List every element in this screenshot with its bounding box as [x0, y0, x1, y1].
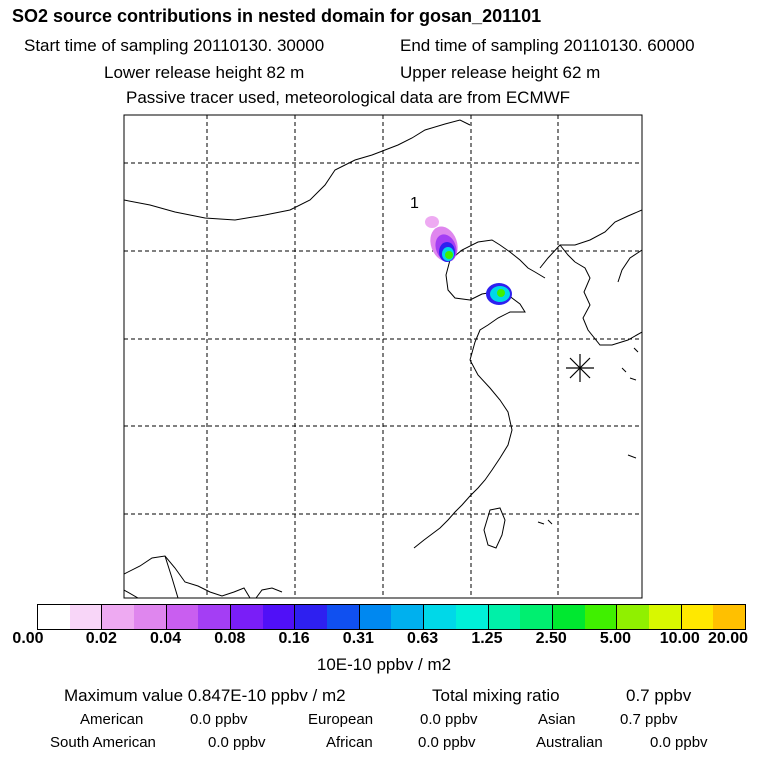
colorbar-segment — [231, 605, 296, 629]
colorbar-tick-label: 0.00 — [12, 630, 44, 647]
colorbar-tick-label: 0.08 — [214, 630, 246, 647]
plume2-peak — [497, 289, 505, 297]
region-name: South American — [50, 734, 156, 751]
region-name: European — [308, 711, 374, 728]
colorbar-swatch — [359, 605, 392, 629]
upper-release-height: Upper release height 62 m — [400, 63, 601, 82]
colorbar-swatch — [327, 605, 359, 629]
colorbar-tick-label: 0.63 — [407, 630, 439, 647]
colorbar-swatch — [584, 605, 617, 629]
chart-title: SO2 source contributions in nested domai… — [12, 6, 542, 26]
colorbar-tick-label: 10.00 — [659, 630, 700, 647]
colorbar-swatch — [552, 605, 585, 629]
colorbar-tick-label: 5.00 — [599, 630, 632, 647]
colorbar-segment — [424, 605, 489, 629]
colorbar-segment — [488, 605, 553, 629]
colorbar-swatch — [681, 605, 714, 629]
region-value: 0.7 ppbv — [620, 711, 678, 728]
plume-shandong — [486, 283, 512, 305]
colorbar-tick-label: 0.31 — [342, 630, 374, 647]
region-name: African — [326, 734, 373, 751]
lat-lon-grid — [124, 115, 642, 598]
colorbar-unit: 10E-10 ppbv / m2 — [316, 655, 452, 674]
colorbar-tick-label: 0.16 — [278, 630, 310, 647]
colorbar-swatch — [198, 605, 231, 629]
map-content: 1 — [124, 115, 642, 598]
colorbar-segment — [681, 605, 745, 629]
colorbar-swatch — [102, 605, 135, 629]
colorbar-swatch — [424, 605, 456, 629]
source-label: 1 — [410, 195, 419, 212]
colorbar-swatch — [231, 605, 263, 629]
colorbar-segment — [359, 605, 425, 629]
colorbar-swatch — [520, 605, 552, 629]
end-time: End time of sampling 20110130. 60000 — [400, 36, 695, 55]
colorbar-swatch — [69, 605, 102, 629]
colorbar-tick-label: 0.02 — [85, 630, 117, 647]
colorbar-tick-label: 0.04 — [149, 630, 182, 647]
region-value: 0.0 ppbv — [190, 711, 248, 728]
colorbar-swatch — [488, 605, 521, 629]
map-frame — [123, 114, 643, 599]
colorbar-swatch — [166, 605, 199, 629]
colorbar-segment — [617, 605, 682, 629]
colorbar-segment — [295, 605, 360, 629]
region-name: Asian — [538, 711, 576, 728]
region-value: 0.0 ppbv — [208, 734, 266, 751]
colorbar-swatch — [134, 605, 166, 629]
colorbar-tick-label: 1.25 — [471, 630, 503, 647]
colorbar-tick-label: 20.00 — [707, 630, 749, 647]
region-value: 0.0 ppbv — [420, 711, 478, 728]
colorbar-swatch — [713, 605, 745, 629]
colorbar-swatch — [295, 605, 328, 629]
plume-low-outer — [425, 216, 439, 228]
map-panel: 1 — [123, 114, 643, 599]
colorbar-tick-label: 2.50 — [535, 630, 567, 647]
colorbar-segment — [102, 605, 167, 629]
region-name: Australian — [536, 734, 603, 751]
colorbar-segment — [552, 605, 618, 629]
max-value: Maximum value 0.847E-10 ppbv / m2 — [64, 686, 346, 705]
coastlines-borders — [124, 119, 642, 598]
star-marker — [566, 354, 594, 382]
region-value: 0.0 ppbv — [418, 734, 476, 751]
tracer-note: Passive tracer used, meteorological data… — [126, 88, 571, 107]
lower-release-height: Lower release height 82 m — [104, 63, 305, 82]
total-value: 0.7 ppbv — [626, 686, 692, 705]
total-label: Total mixing ratio — [432, 686, 560, 705]
colorbar-segment — [38, 605, 103, 629]
colorbar-swatch — [455, 605, 488, 629]
colorbar-swatch — [38, 605, 70, 629]
plume-peak — [445, 251, 453, 259]
colorbar-swatch — [648, 605, 681, 629]
colorbar-swatch — [617, 605, 649, 629]
region-name: American — [80, 711, 144, 728]
colorbar-swatch — [262, 605, 295, 629]
colorbar — [37, 604, 746, 630]
start-time: Start time of sampling 20110130. 30000 — [24, 36, 325, 55]
region-value: 0.0 ppbv — [650, 734, 708, 751]
plume-beijing — [425, 216, 458, 262]
colorbar-swatch — [391, 605, 424, 629]
colorbar-segment — [166, 605, 232, 629]
